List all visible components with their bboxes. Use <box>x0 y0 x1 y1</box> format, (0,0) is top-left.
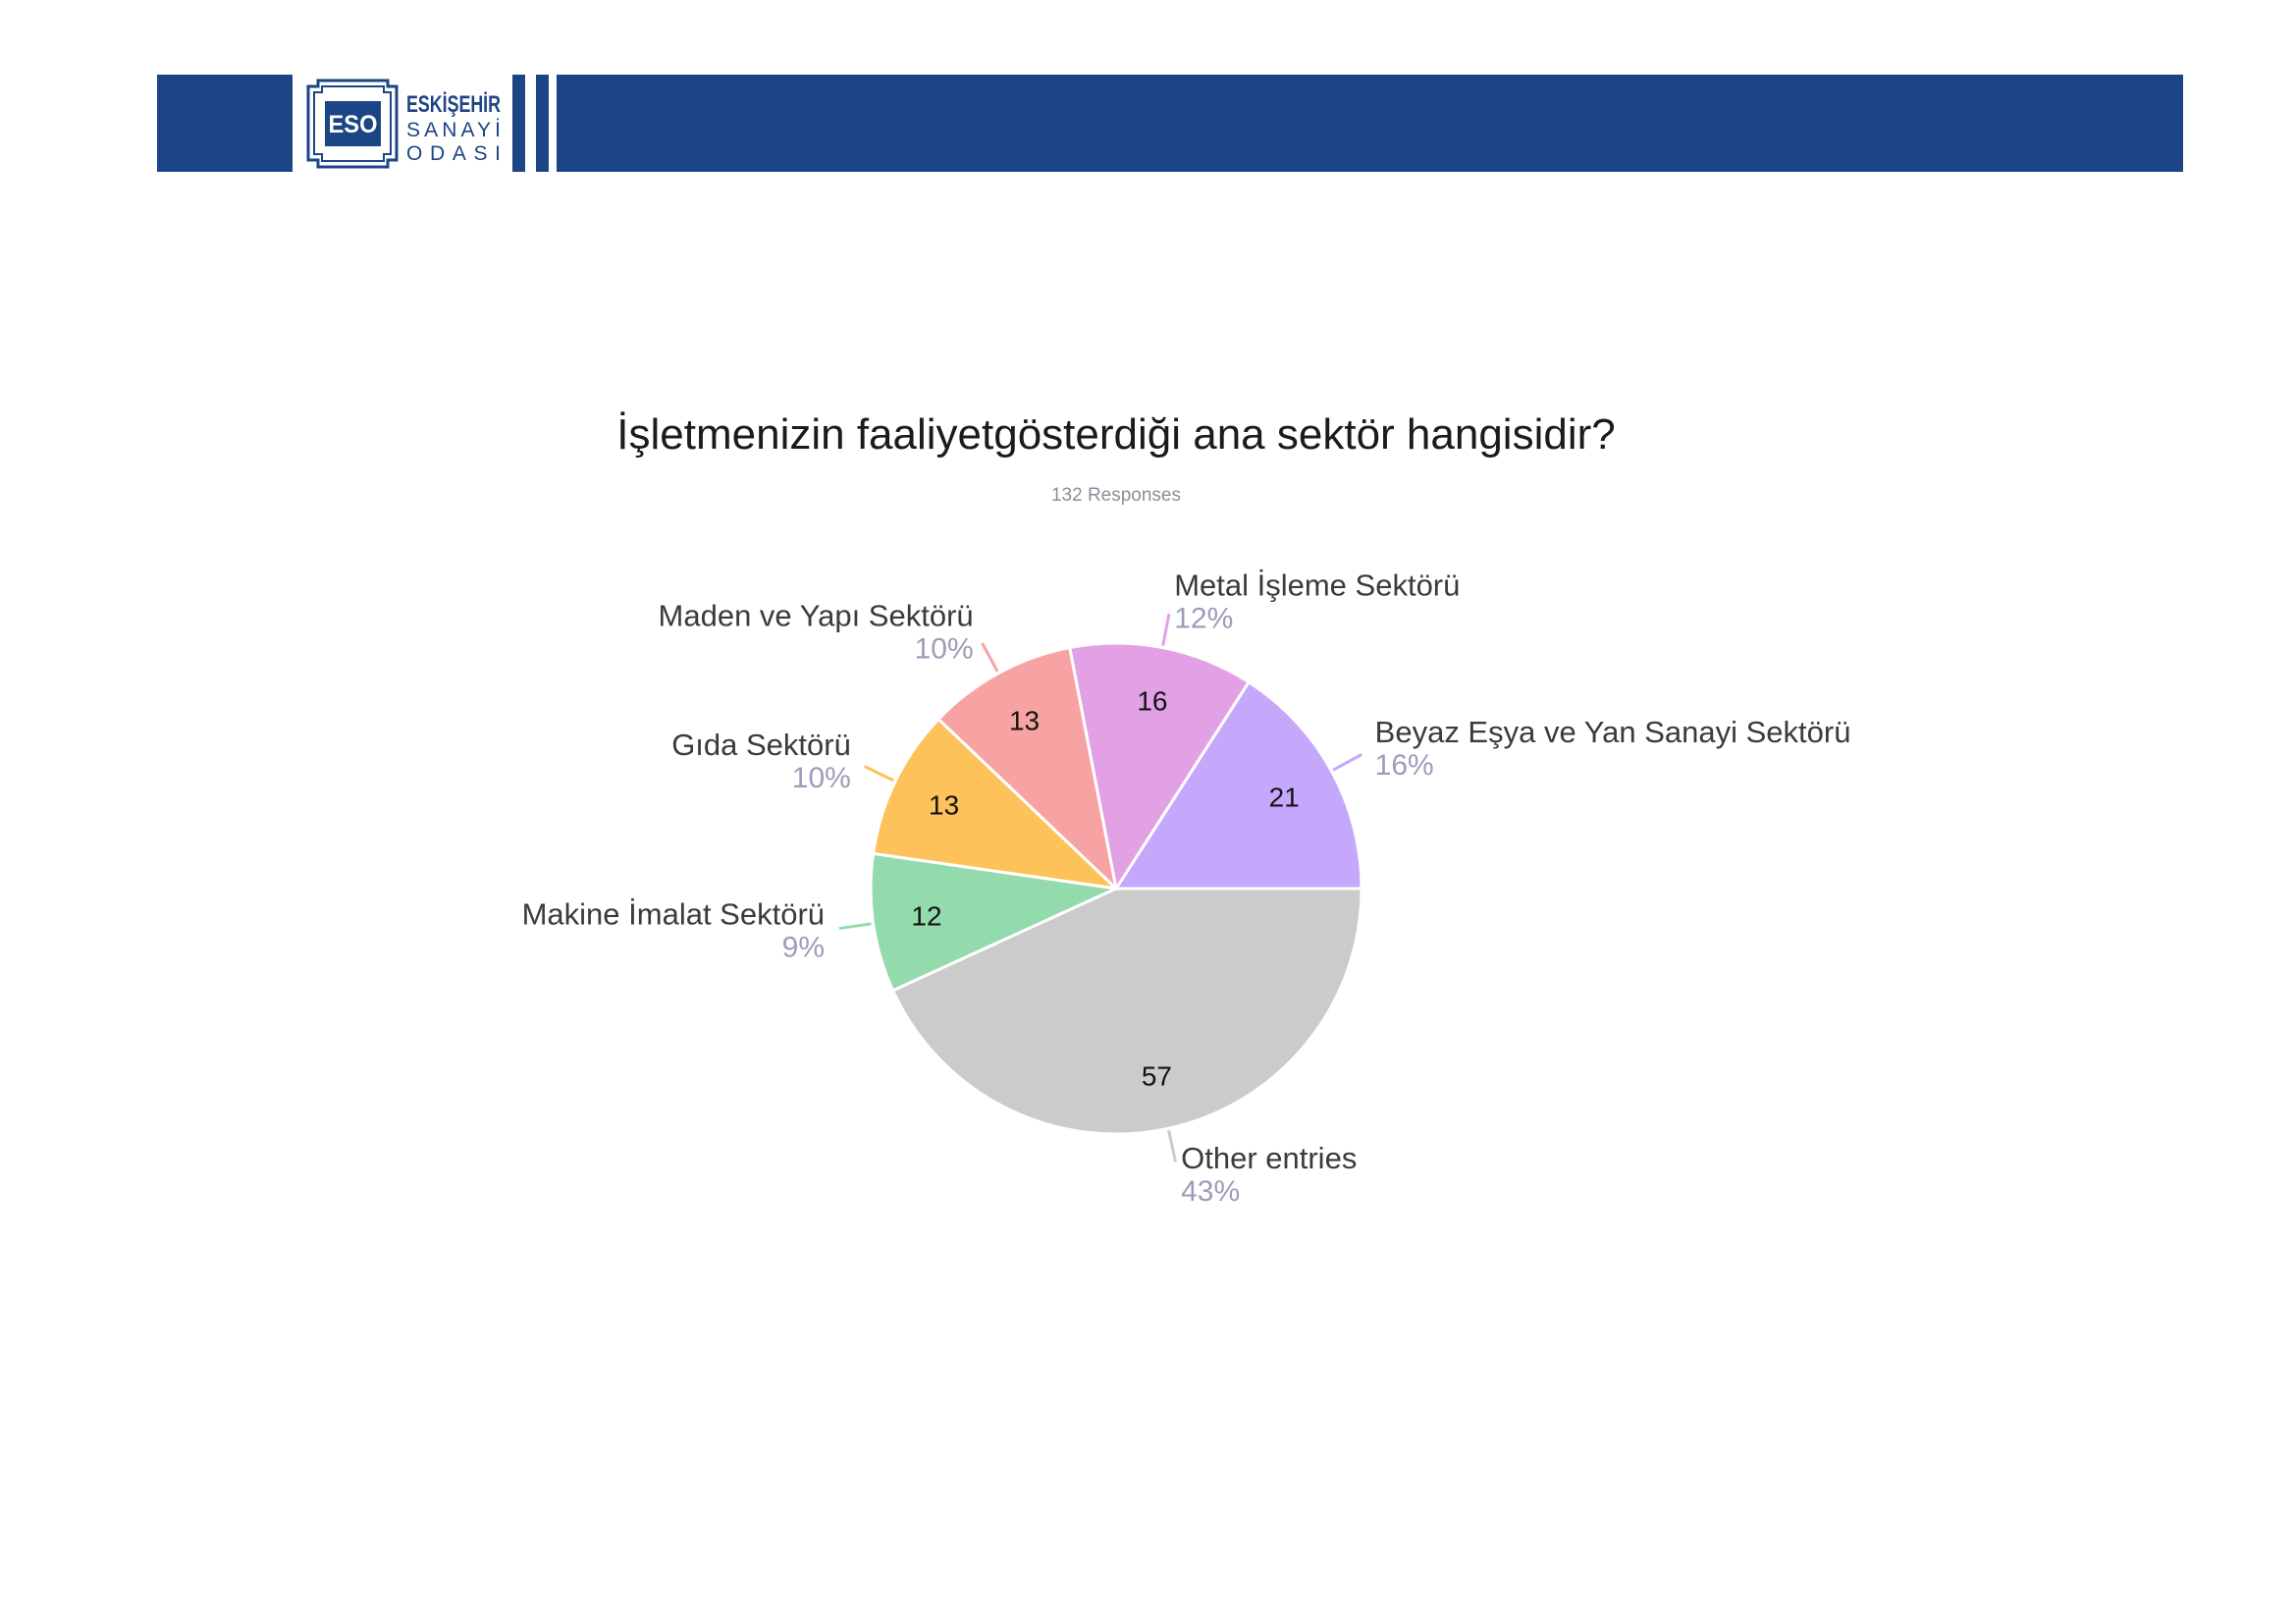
leader-line <box>1167 1129 1178 1163</box>
leader-line <box>838 922 872 931</box>
slice-group-metal-isleme: 16 Metal İşleme Sektörü 12% <box>1067 568 1460 893</box>
category-label: Gıda Sektörü <box>671 728 851 762</box>
pie-slice-makine-imalat <box>869 851 1122 993</box>
category-label: Other entries <box>1181 1141 1357 1175</box>
logo-text-line2: SANAYİ <box>406 119 501 141</box>
percent-label: 10% <box>915 632 974 665</box>
percent-label: 9% <box>782 931 825 963</box>
category-label: Metal İşleme Sektörü <box>1174 568 1460 602</box>
chart-subtitle: 132 Responses <box>1051 485 1181 506</box>
pie-slice-maden-yapi <box>935 645 1119 893</box>
chart-title: İşletmenizin faaliyetgösterdiği ana sekt… <box>616 410 1615 459</box>
slice-group-other-entries: 57 Other entries 43% <box>890 887 1363 1208</box>
logo-box: ESO ESKİŞEHİR SANAYİ ODASI <box>293 75 512 172</box>
header-divider-stripe <box>549 75 557 172</box>
slice-group-makine-imalat: 12 Makine İmalat Sektörü 9% <box>522 851 1122 993</box>
percent-label: 10% <box>792 762 851 794</box>
percent-label: 16% <box>1375 749 1434 782</box>
leader-line <box>863 765 894 783</box>
logo-mark-text: ESO <box>329 111 378 138</box>
pie-slice-gida <box>871 717 1121 892</box>
slice-group-beyaz-esya: 21 Beyaz Eşya ve Yan Sanayi Sektörü 16% <box>1113 679 1851 891</box>
pie-slice-other-entries <box>890 887 1363 1136</box>
logo-text-line1: ESKİŞEHİR <box>406 91 501 118</box>
slice-value-label: 13 <box>1009 706 1040 736</box>
percent-label: 43% <box>1181 1175 1240 1208</box>
pie-slice-metal-isleme <box>1067 641 1252 893</box>
slice-value-label: 12 <box>911 901 941 932</box>
slice-group-gida: 13 Gıda Sektörü 10% <box>671 717 1121 892</box>
category-label: Beyaz Eşya ve Yan Sanayi Sektörü <box>1375 715 1851 749</box>
leader-line <box>981 642 999 673</box>
percent-label: 12% <box>1174 602 1233 634</box>
eso-emblem-icon: ESO <box>306 79 399 169</box>
eso-logo: ESO ESKİŞEHİR SANAYİ ODASI <box>306 79 501 169</box>
slice-value-label: 57 <box>1142 1060 1172 1091</box>
category-label: Makine İmalat Sektörü <box>522 896 825 931</box>
header-divider-stripe <box>525 75 536 172</box>
logo-text-line3: ODASI <box>406 142 501 165</box>
pie-chart: İşletmenizin faaliyetgösterdiği ana sekt… <box>522 410 1851 1208</box>
slice-value-label: 16 <box>1137 685 1167 716</box>
leader-line <box>1161 613 1171 646</box>
slice-group-maden-yapi: 13 Maden ve Yapı Sektörü 10% <box>659 598 1119 893</box>
header-bar: ESO ESKİŞEHİR SANAYİ ODASI <box>157 75 2183 172</box>
category-label: Maden ve Yapı Sektörü <box>659 598 974 632</box>
leader-line <box>1332 753 1362 772</box>
slice-value-label: 21 <box>1269 782 1300 812</box>
slice-value-label: 13 <box>929 790 959 821</box>
pie-slice-beyaz-esya <box>1113 679 1363 891</box>
